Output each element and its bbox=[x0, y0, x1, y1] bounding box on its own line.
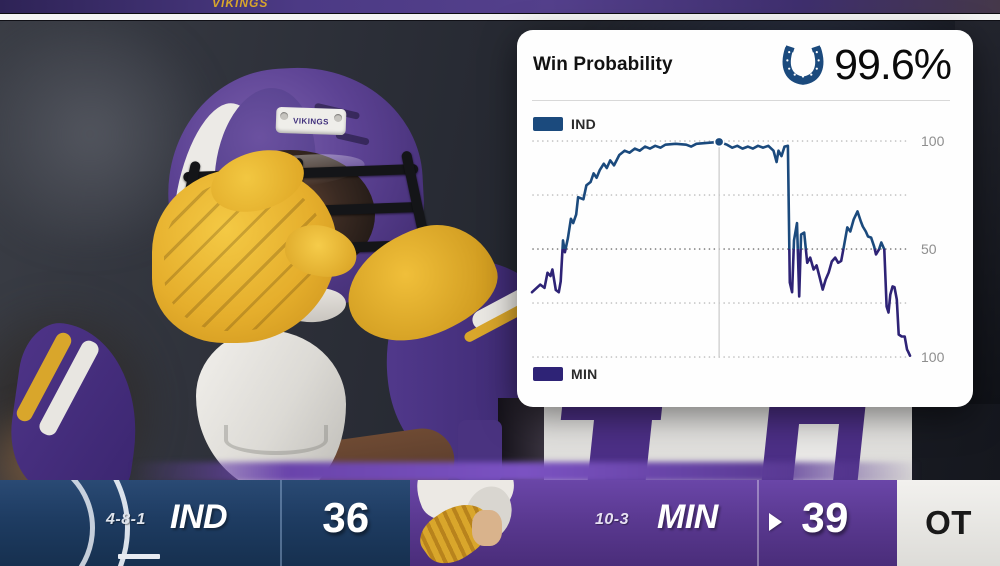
legend-ind-label: IND bbox=[571, 116, 597, 132]
home-score: 39 bbox=[800, 494, 850, 541]
helmet-bumper-text: VIKINGS bbox=[292, 115, 329, 127]
away-record: 4-8-1 bbox=[106, 511, 146, 528]
helmet-bumper: VIKINGS bbox=[275, 106, 347, 136]
colts-badge-icon bbox=[0, 480, 130, 566]
home-record: 10-3 bbox=[595, 511, 630, 528]
vikings-logo-face bbox=[472, 510, 502, 546]
away-abbr: IND bbox=[170, 498, 228, 536]
top-strip: VIKINGS bbox=[0, 0, 1000, 13]
card-header: Win Probability 99.6% bbox=[517, 30, 973, 100]
header-divider bbox=[532, 100, 950, 101]
legend-ind: IND bbox=[533, 116, 596, 132]
top-divider-band bbox=[0, 13, 1000, 21]
axis-tick-bottom: 100 bbox=[921, 349, 945, 365]
away-timeouts-indicator bbox=[118, 554, 160, 559]
axis-tick-mid: 50 bbox=[921, 241, 937, 257]
home-abbr: MIN bbox=[657, 498, 718, 536]
scoreboard-away-section: 4-8-1 IND 36 bbox=[0, 480, 410, 566]
purple-light-band bbox=[130, 462, 920, 482]
card-title: Win Probability bbox=[533, 54, 673, 75]
score-divider bbox=[757, 480, 759, 566]
top-strip-jersey-text: VIKINGS bbox=[212, 0, 269, 10]
score-divider bbox=[280, 480, 282, 566]
colts-horseshoe-icon bbox=[782, 45, 824, 85]
period-label: OT bbox=[925, 504, 972, 541]
sleeve-fold bbox=[224, 425, 328, 455]
scoreboard-home-section: 10-3 MIN 39 bbox=[410, 480, 897, 566]
scoreboard: 4-8-1 IND 36 10-3 MIN 39 OT bbox=[0, 480, 1000, 566]
axis-tick-top: 100 bbox=[921, 133, 945, 149]
away-score: 36 bbox=[321, 494, 371, 541]
leading-team: 99.6% bbox=[780, 40, 952, 90]
scoreboard-period-section: OT bbox=[897, 480, 1000, 566]
colts-badge-icon bbox=[0, 480, 95, 566]
legend-min-swatch bbox=[533, 367, 563, 381]
win-prob-svg bbox=[530, 136, 912, 358]
win-percentage: 99.6% bbox=[834, 40, 952, 89]
marker-dot bbox=[713, 136, 725, 148]
possession-arrow-icon bbox=[769, 513, 782, 531]
legend-min: MIN bbox=[533, 366, 598, 382]
win-prob-line bbox=[530, 140, 912, 357]
win-probability-card: Win Probability 99.6% bbox=[517, 30, 973, 407]
legend-ind-swatch bbox=[533, 117, 563, 131]
win-probability-chart bbox=[530, 136, 912, 358]
legend-min-label: MIN bbox=[571, 366, 598, 382]
